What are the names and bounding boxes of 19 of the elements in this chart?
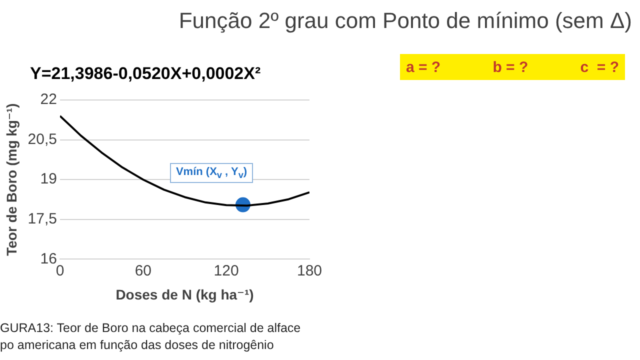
x-tick-label: 120	[214, 262, 239, 280]
chart-subtitle: Y=21,3986-0,0520X+0,0002X²	[30, 64, 261, 84]
text: a = ?	[406, 58, 441, 76]
y-tick-label: 16	[40, 250, 57, 268]
x-tick-label: 0	[56, 262, 64, 280]
y-axis-title: Teor de Boro (mg kg⁻¹)	[3, 103, 20, 256]
text: GURA13: Teor de Boro na cabeça comercial de alface	[0, 320, 301, 337]
y-tick-label: 22	[40, 91, 57, 108]
text: po americana em função das doses de nitrogênio	[0, 337, 275, 354]
x-axis-title: Doses de N (kg ha⁻¹)	[116, 286, 254, 302]
text: c = ?	[580, 58, 619, 76]
x-tick-label: 60	[134, 262, 152, 280]
text: Função 2º grau com Ponto de mínimo (sem Δ)	[178, 8, 632, 34]
annotation: Vmín (X$_{v}$ , Y$_{v}$)	[170, 162, 254, 183]
y-tick-label: 19	[40, 170, 57, 188]
x-tick-label: 180	[296, 262, 322, 280]
y-tick-label: 17,5	[28, 210, 57, 228]
y-tick-label: 20,5	[28, 130, 57, 148]
text: b = ?	[492, 58, 528, 76]
